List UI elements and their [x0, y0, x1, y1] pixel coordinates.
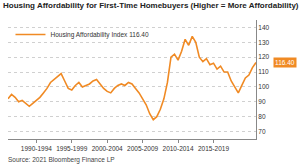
svg-text:1990-1994: 1990-1994 — [21, 145, 52, 152]
svg-text:Housing Affordability Index 11: Housing Affordability Index 116.40 — [50, 31, 148, 39]
svg-text:2015-2019: 2015-2019 — [198, 145, 229, 152]
svg-text:120: 120 — [258, 53, 269, 60]
svg-text:2000-2004: 2000-2004 — [92, 145, 123, 152]
svg-text:140: 140 — [258, 24, 269, 31]
svg-text:2010-2014: 2010-2014 — [163, 145, 194, 152]
svg-text:70: 70 — [258, 128, 266, 135]
svg-text:100: 100 — [258, 83, 269, 90]
svg-text:90: 90 — [258, 98, 266, 105]
svg-text:110: 110 — [258, 68, 269, 75]
svg-text:Source: 2021 Bloomberg Finance: Source: 2021 Bloomberg Finance LP — [8, 156, 115, 164]
svg-text:2005-2009: 2005-2009 — [127, 145, 158, 152]
svg-text:130: 130 — [258, 39, 269, 46]
svg-text:1995-1999: 1995-1999 — [56, 145, 87, 152]
svg-text:Housing Affordability for Firs: Housing Affordability for First-Time Hom… — [3, 1, 299, 10]
svg-text:116.40: 116.40 — [275, 59, 295, 66]
svg-text:80: 80 — [258, 113, 266, 120]
